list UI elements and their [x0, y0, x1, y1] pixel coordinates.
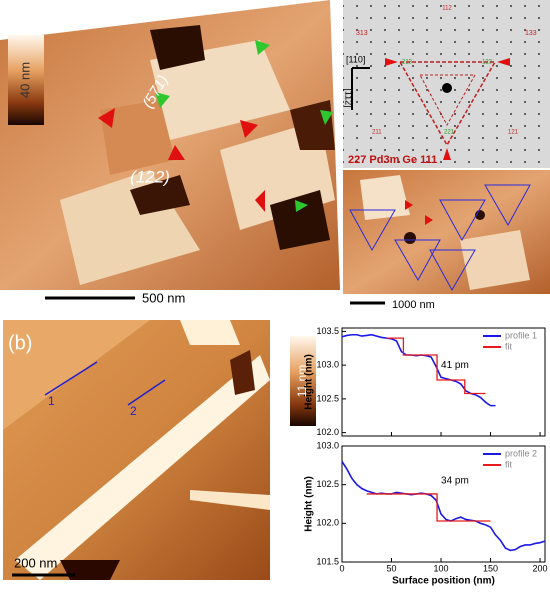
diffraction-pattern [343, 0, 550, 168]
panel-label: (a) [6, 4, 30, 26]
annotation: 34 pm [441, 475, 469, 486]
spot-label: 133 [525, 30, 537, 37]
colorbar [290, 336, 316, 426]
y-tick-label: 103.0 [316, 440, 339, 450]
spot-label: 112 [442, 6, 452, 12]
plot-frame [341, 327, 546, 437]
plot-frame [341, 445, 546, 563]
spot-label: 221 [444, 130, 455, 136]
series-line [386, 337, 486, 395]
x-tick-label: 0 [339, 563, 344, 573]
x-tick-label: 100 [434, 563, 449, 573]
spot-label: 123 [482, 60, 493, 66]
x-axis-label: Surface position (nm) [392, 576, 495, 587]
legend-label: fit [505, 341, 513, 351]
direction-label: [112] [344, 88, 354, 107]
scale-bar-label: 500 nm [142, 290, 185, 305]
y-axis-label: Height (nm) [304, 476, 315, 532]
y-tick-label: 101.5 [316, 556, 339, 566]
panel-label: (b) [8, 332, 32, 354]
x-tick-label: 50 [387, 563, 397, 573]
y-tick-label: 103.5 [316, 326, 339, 336]
y-tick-label: 102.5 [316, 479, 339, 489]
legend-label: profile 2 [505, 448, 537, 458]
afm-3d-image [0, 0, 340, 290]
annotation: 41 pm [441, 360, 469, 371]
y-tick-label: 102.0 [316, 518, 339, 528]
afm-image-b [3, 320, 270, 580]
spot-label: 121 [508, 130, 519, 136]
legend-label: fit [505, 459, 513, 469]
facet-label: (122) [130, 167, 170, 186]
y-tick-label: 103.0 [316, 360, 339, 370]
y-axis-label: Height (nm) [304, 354, 315, 410]
y-tick-label: 102.5 [316, 393, 339, 403]
direction-label: [110] [346, 54, 365, 64]
profile-line-label: 2 [130, 404, 137, 418]
scale-bar-label: 1000 nm [392, 299, 435, 311]
spot-label: 313 [356, 30, 368, 37]
afm-inset-image [343, 170, 550, 294]
profile-line-label: 1 [48, 394, 55, 408]
x-tick-label: 150 [483, 563, 498, 573]
colorbar-label: 11 nm [295, 365, 309, 397]
spot-label: 211 [372, 130, 382, 136]
diffraction-caption: 227 Pd3m Ge 111 [348, 154, 437, 166]
series-line [341, 333, 496, 407]
spot-label: 213 [402, 60, 413, 66]
legend-label: profile 1 [505, 330, 537, 340]
colorbar-label: 40 nm [17, 62, 32, 98]
colorbar [8, 35, 44, 125]
scale-bar-label: 200 nm [14, 555, 57, 570]
x-tick-label: 200 [533, 563, 548, 573]
y-tick-label: 102.0 [316, 427, 339, 437]
series-line [366, 493, 491, 522]
